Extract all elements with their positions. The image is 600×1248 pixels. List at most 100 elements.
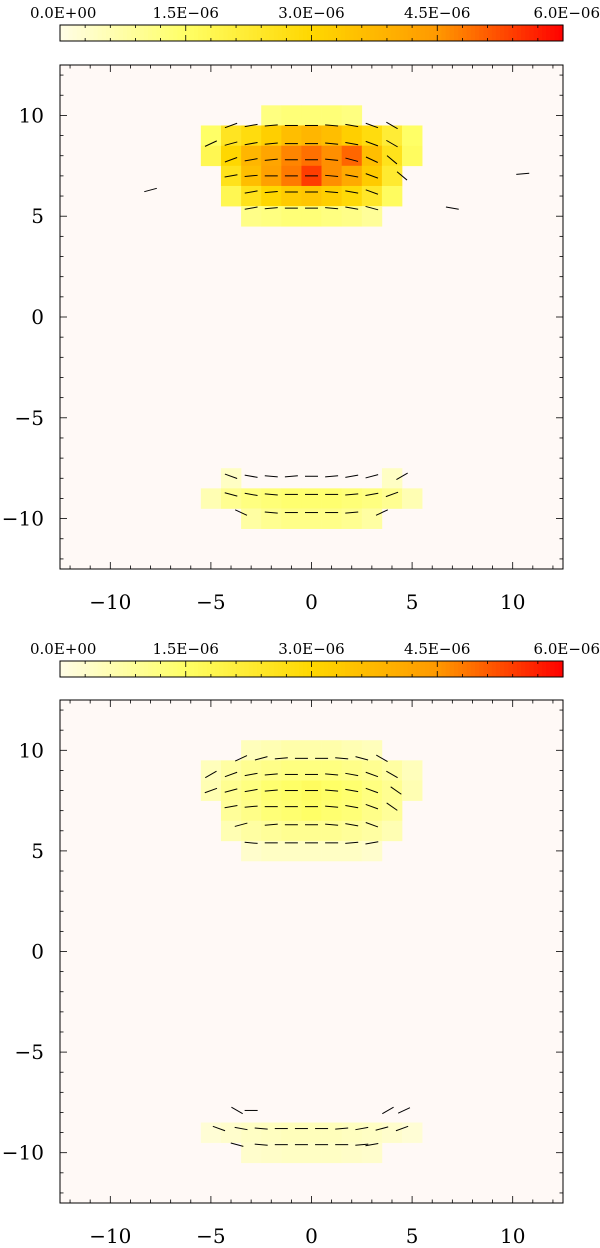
heatmap-cell [321,1122,342,1143]
colorbar-swatch [114,661,120,677]
vector-mark [264,773,278,776]
colorbar-swatch [160,661,166,677]
colorbar-swatch [403,661,409,677]
colorbar-swatch [466,661,472,677]
heatmap-cell [241,508,262,529]
colorbar-swatch [131,25,137,41]
colorbar-swatch [395,25,401,41]
vector-mark [386,121,398,130]
colorbar-swatch [357,25,363,41]
colorbar-swatch [512,661,518,677]
colorbar-swatch [248,25,254,41]
heatmap-cell [200,145,222,167]
vector-mark [325,158,339,161]
vector-mark [224,805,238,809]
vector-mark [264,158,278,161]
colorbar-swatch [370,661,375,677]
colorbar-swatch [143,25,149,41]
colorbar-swatch [491,661,497,677]
colorbar-swatch [315,25,321,41]
heatmap-cell [321,820,342,842]
vector-field [144,121,530,516]
heatmap-cell [361,125,383,146]
panel-2: 0.0E+00 1.5E−06 3.0E−06 4.5E−06 6.0E−06 −10 −5… [2,640,600,1248]
colorbar-swatch [345,25,350,41]
colorbar-swatch [189,661,195,677]
colorbar-swatch [206,661,212,677]
colorbar-swatch [252,661,258,677]
colorbar-swatch [135,661,141,677]
heatmap-cell [281,820,302,842]
heatmap-cell [381,165,403,187]
colorbar-swatch [420,25,426,41]
vector-mark [264,190,278,194]
colorbar-swatch [68,661,74,677]
colorbar-swatch [428,661,434,677]
vector-mark [365,140,379,147]
colorbar-tick-label: 4.5E−06 [404,4,470,22]
colorbar-swatch [504,661,510,677]
heatmap-cell [301,185,322,207]
vector-mark [244,174,258,177]
colorbar-swatch [365,25,371,41]
colorbar-swatch [168,25,174,41]
colorbar-swatch [433,661,438,677]
vector-mark [264,207,278,210]
y-tick-label: 0 [31,940,44,964]
colorbar-swatch [416,25,422,41]
colorbar-tick-label: 1.5E−06 [153,640,219,658]
colorbar-tick-label: 3.0E−06 [278,640,344,658]
colorbar-swatch [395,661,401,677]
heatmap-cell [301,1122,322,1143]
colorbar-swatch [303,661,308,677]
colorbar-swatch [152,25,158,41]
heatmap-cell [241,488,262,509]
colorbar-swatch [80,661,86,677]
heatmap-cell [301,840,322,862]
colorbar-swatch [474,661,480,677]
heatmap-cell [341,206,363,227]
colorbar-swatch [349,661,355,677]
heatmap-cell [361,488,383,509]
colorbar-swatch [294,25,300,41]
colorbar-swatch [156,661,162,677]
y-tick-label: 5 [31,204,44,228]
heatmap-cell [241,125,262,146]
colorbar-swatch [173,25,178,41]
vector-mark [365,173,379,179]
colorbar-swatch [386,661,392,677]
colorbar-swatch [106,25,111,41]
colorbar-swatch [231,25,237,41]
colorbar-swatch [521,661,526,677]
vector-mark [386,770,398,779]
colorbar-swatch [80,25,86,41]
heatmap-cell [200,1122,222,1143]
x-tick-label: 5 [406,590,419,614]
heatmap-cell [321,206,342,227]
colorbar-swatch [466,25,472,41]
colorbar-swatch [257,25,262,41]
heatmap-cell [261,145,282,167]
colorbar-swatch [290,25,296,41]
heatmap-cell [341,800,363,822]
heatmap-cell [341,145,363,167]
colorbar-swatch [72,661,78,677]
heatmap-cell [220,1122,242,1143]
heatmap-cell [321,1142,342,1164]
heatmap-cell [241,840,262,862]
colorbar-swatch [277,661,283,677]
colorbar-swatch [558,25,564,41]
colorbar-swatch [257,661,262,677]
vector-mark [365,492,379,497]
vector-mark [224,473,238,479]
vector-mark [244,190,258,194]
colorbar-swatch [311,661,317,677]
colorbar-swatch [219,661,225,677]
colorbar-swatch [319,661,325,677]
colorbar-swatch [412,25,417,41]
vector-mark [375,509,389,516]
colorbar-swatch [546,661,552,677]
vector-mark [386,802,398,811]
colorbar-swatch [441,661,447,677]
